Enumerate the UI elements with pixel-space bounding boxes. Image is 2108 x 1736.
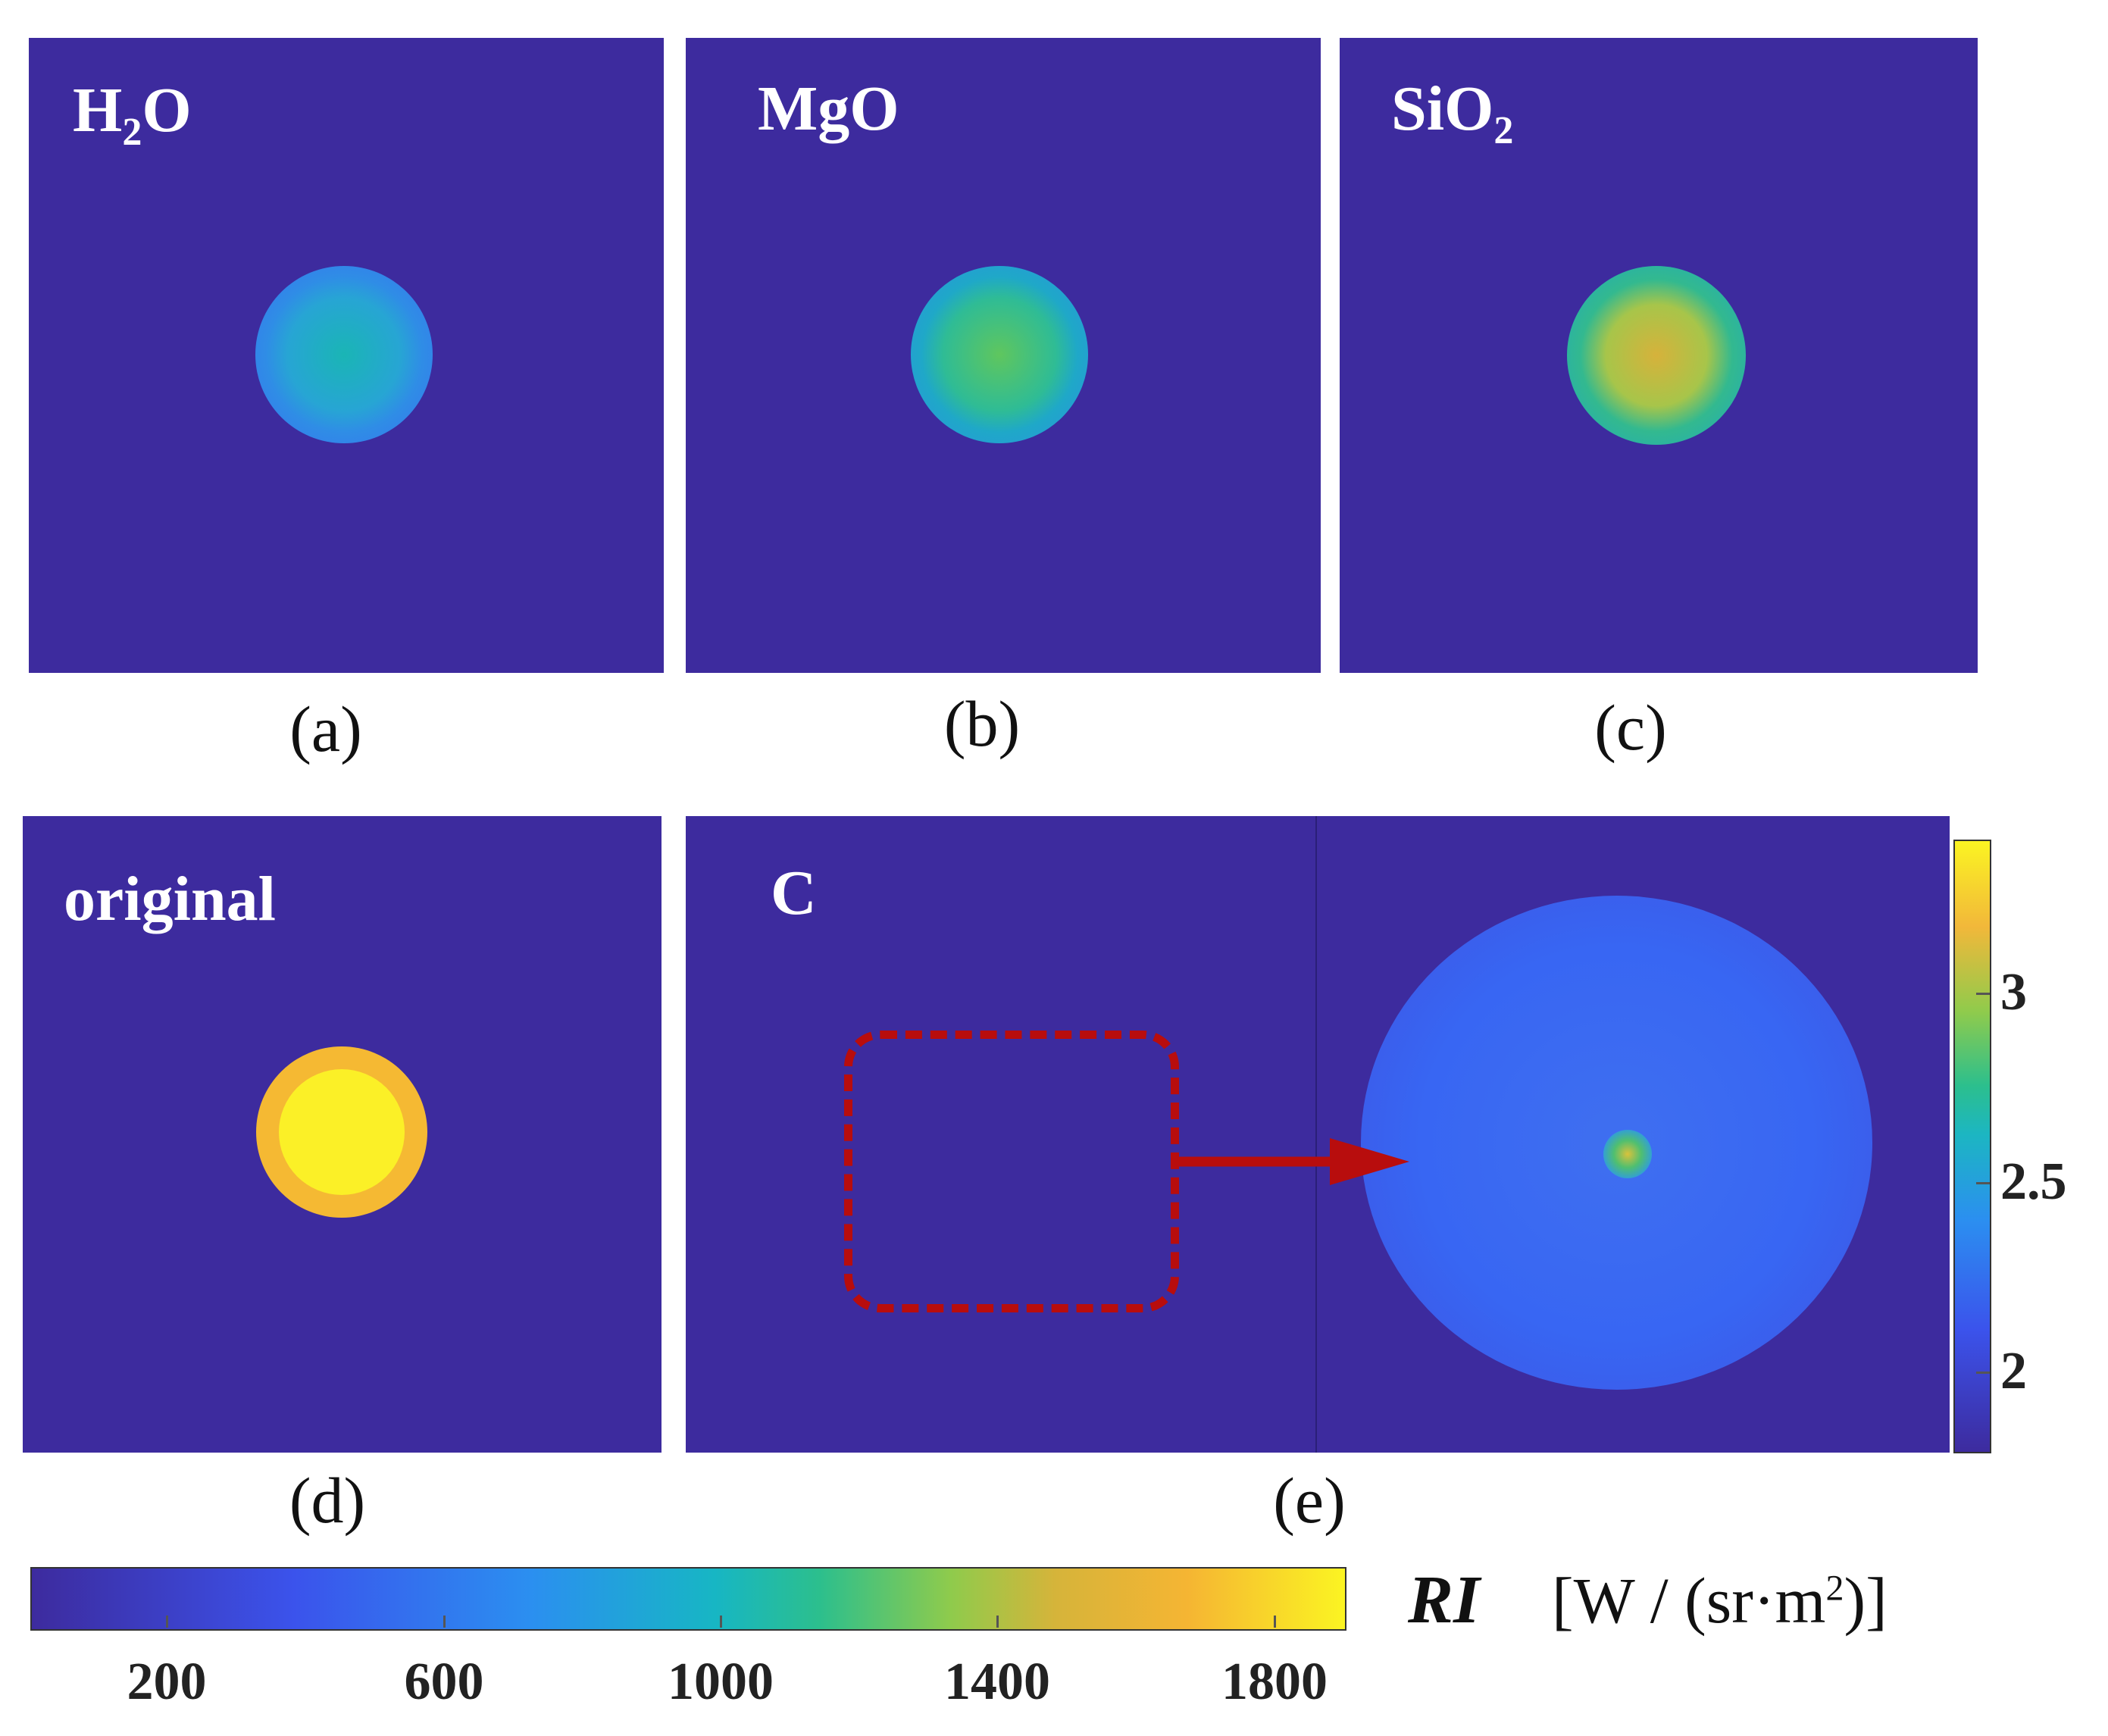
- panel-d-label: original: [64, 864, 277, 934]
- hcb-tick-1800: 1800: [1221, 1653, 1328, 1711]
- hcb-tick-1400: 1400: [944, 1653, 1050, 1711]
- colorbar-quantity-label: RI: [1408, 1562, 1481, 1637]
- original-particle: [256, 1046, 427, 1218]
- panel-c-label: SiO2: [1391, 74, 1514, 152]
- zoomed-particle-center: [1603, 1130, 1652, 1178]
- vcb-tick-2-5: 2.5: [2000, 1153, 2067, 1211]
- hcb-tick-200: 200: [127, 1653, 207, 1711]
- hcb-tick-1000: 1000: [668, 1653, 774, 1711]
- panel-e-label: C: [771, 858, 817, 928]
- panel-d-image: original: [23, 816, 661, 1453]
- zoomed-inset: [1315, 816, 1950, 1453]
- panel-c-image: SiO2: [1340, 38, 1978, 673]
- h2o-particle: [255, 266, 433, 443]
- horizontal-colorbar: [30, 1567, 1346, 1631]
- original-particle-core: [279, 1069, 405, 1195]
- vcb-tick-3: 3: [2000, 963, 2027, 1021]
- panel-b-label: MgO: [758, 74, 899, 144]
- panel-b-image: MgO: [686, 38, 1321, 673]
- vcb-tick-2: 2: [2000, 1342, 2027, 1400]
- sio2-particle: [1567, 266, 1746, 445]
- panel-e-image: C: [686, 816, 1950, 1453]
- caption-b: (b): [943, 687, 1021, 760]
- caption-a: (a): [289, 693, 362, 765]
- vertical-colorbar: [1953, 840, 1991, 1453]
- caption-e: (e): [1273, 1464, 1346, 1537]
- hcb-tick-600: 600: [404, 1653, 484, 1711]
- colorbar-unit-label: [W / (sr·m2)]: [1552, 1564, 1888, 1637]
- mgo-particle: [911, 266, 1088, 443]
- panel-a-label: H2O: [73, 75, 192, 154]
- arrow-icon: [1171, 1138, 1409, 1185]
- caption-d: (d): [289, 1464, 366, 1537]
- panel-a-image: H2O: [29, 38, 664, 673]
- caption-c: (c): [1594, 691, 1667, 764]
- region-of-interest-box: [844, 1031, 1179, 1312]
